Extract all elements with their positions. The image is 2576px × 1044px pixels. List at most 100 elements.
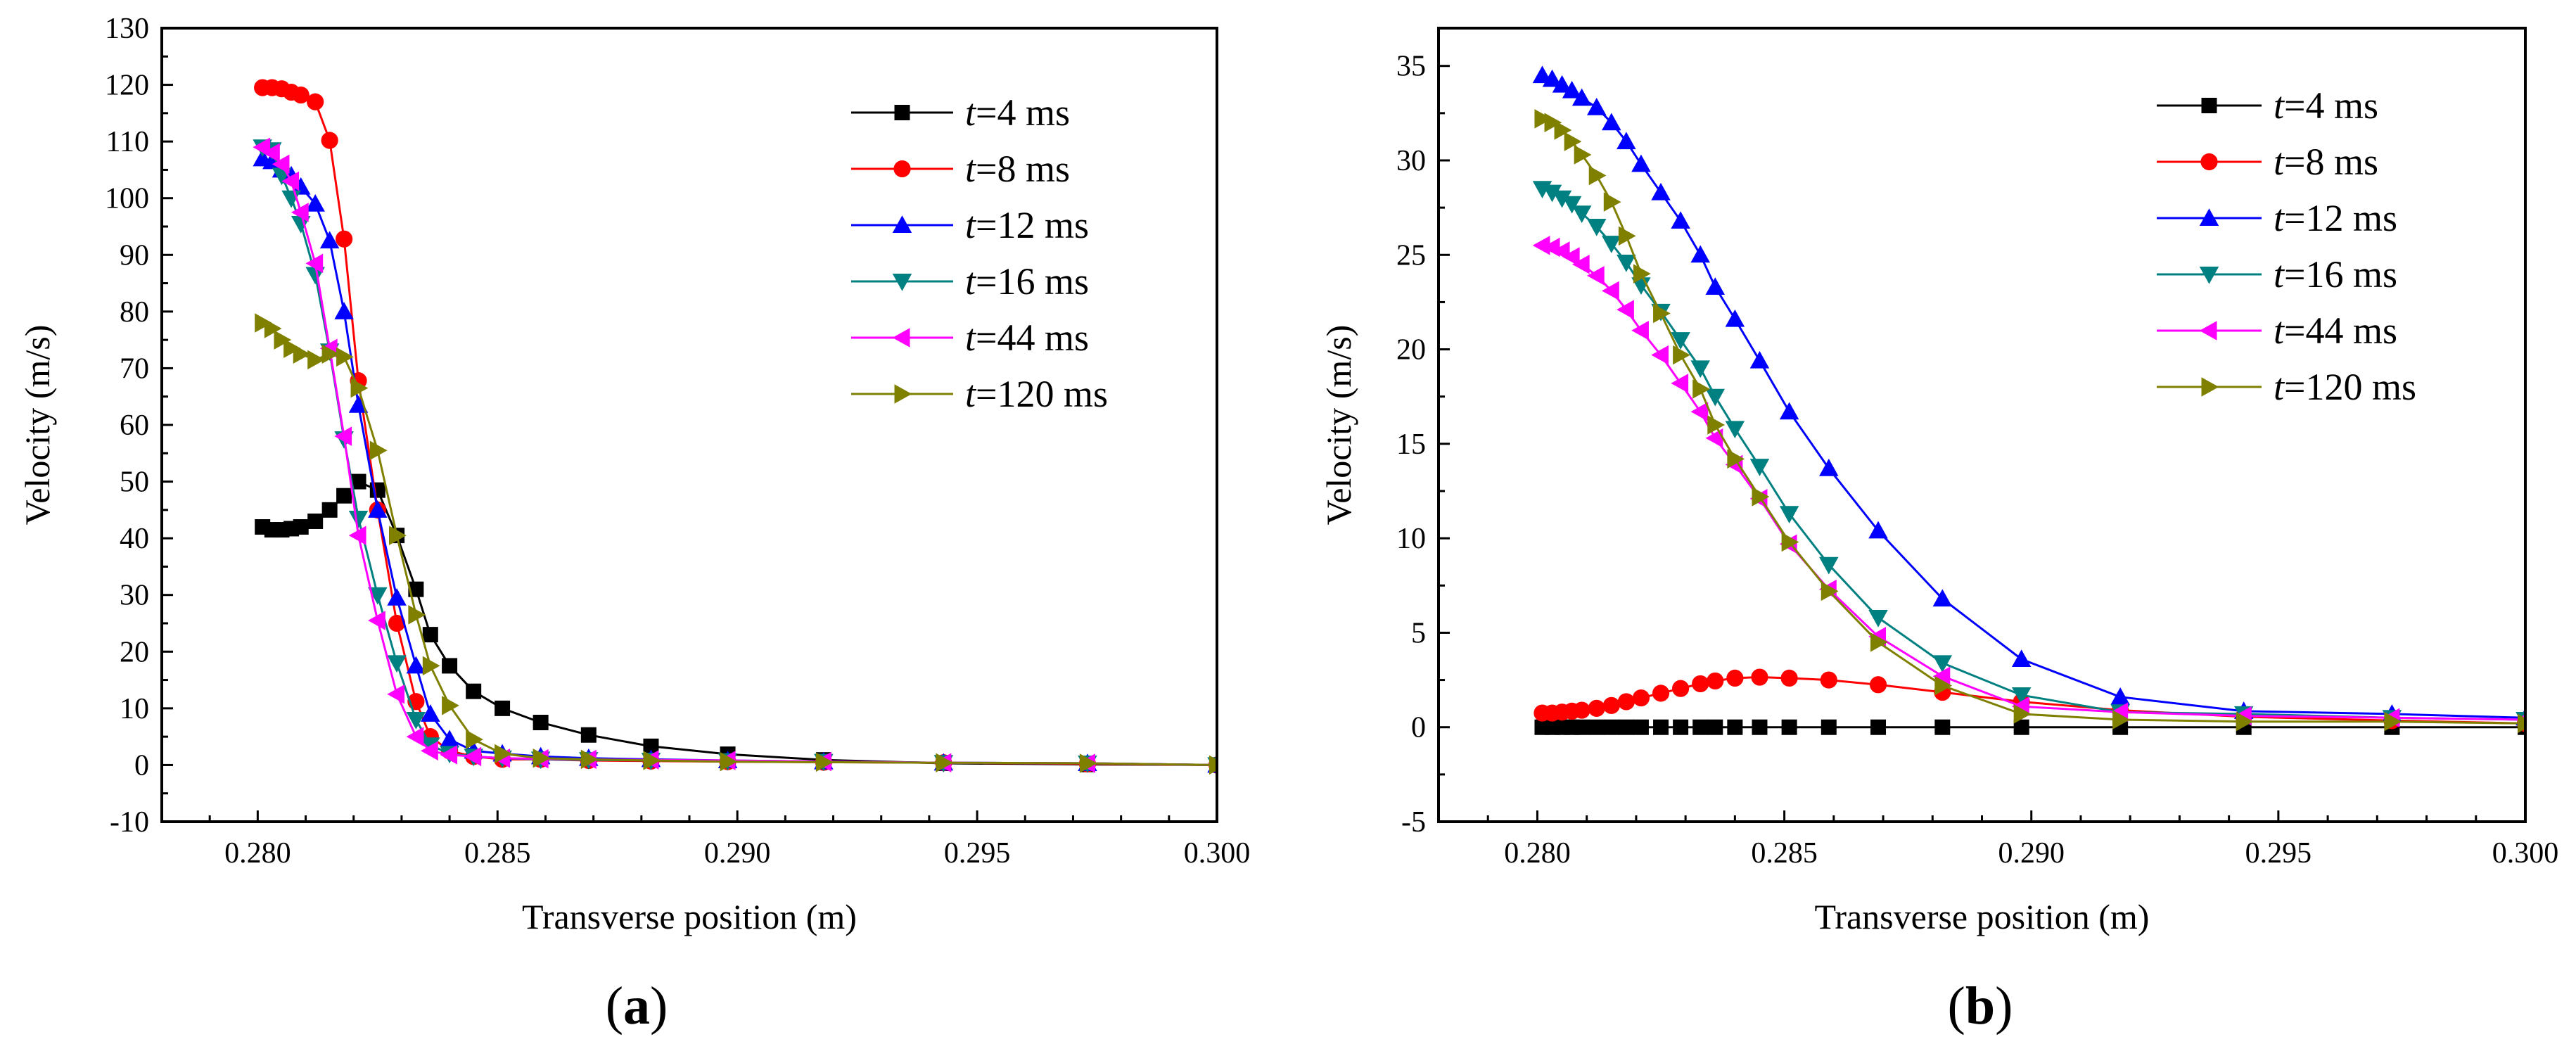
panel-b-series-t-44-ms-point — [1586, 266, 1605, 286]
panel-b-series-t-12-ms-point — [1932, 589, 1953, 607]
panel-a-series-t-120-ms-point — [307, 350, 325, 370]
panel-a-series-t-12-ms-point — [319, 231, 340, 249]
panel-b-series-t-4-ms-point — [2013, 719, 2029, 735]
panel-a-series-t-4-ms-point — [466, 683, 482, 699]
panel-a-series-t-12-ms-point — [291, 177, 311, 195]
panel-a-series-t-44-ms-point — [305, 253, 324, 274]
panel-b-series-t-44-ms-point — [1562, 247, 1580, 267]
panel-b-series-t-44-ms-point — [1617, 300, 1634, 319]
panel-b-series-t-4-ms-point — [1618, 719, 1634, 735]
panel-b-series-t-120-ms-point — [1707, 415, 1726, 435]
panel-a-x-tick-label: 0.300 — [1184, 837, 1251, 870]
panel-a-series-t-4-ms-point — [580, 727, 597, 743]
panel-a-series-t-120-ms-point — [369, 440, 388, 461]
panel-b-y-tick-label: 30 — [1396, 145, 1426, 177]
panel-a-series-t-44-ms-point — [440, 745, 458, 765]
panel-a-y-tick-label: 50 — [120, 466, 149, 499]
panel-a-series-t-16-ms-point — [368, 587, 388, 605]
panel-a-series-t-120-ms-point — [321, 344, 340, 364]
panel-b-y-tick-label: 0 — [1411, 712, 1426, 744]
panel-a-series-t-120-ms-point — [1079, 753, 1097, 773]
panel-b-series-t-16-ms-point — [1819, 556, 1839, 575]
panel-b-series-t-4-ms-point — [1633, 719, 1649, 735]
panel-a-y-tick-label: 90 — [120, 239, 149, 272]
panel-b-series-t-120-ms-point — [1618, 226, 1636, 246]
panel-a-y-tick-label: 70 — [120, 352, 149, 385]
panel-b-series-t-8-ms-point — [1692, 675, 1709, 693]
panel-b-series-t-4-ms-point — [1727, 719, 1743, 735]
panel-b-series-t-16-ms-point — [2011, 687, 2032, 705]
panel-a-plot-area — [253, 79, 1217, 775]
panel-a-y-tick-label: 60 — [120, 409, 149, 442]
panel-b-series-t-4-ms-point — [1781, 719, 1797, 735]
panel-b-series-t-12-ms-point — [1571, 88, 1592, 106]
panel-b-series-t-4-ms-point — [1707, 719, 1723, 735]
panel-b-y-tick-label: 20 — [1396, 334, 1426, 367]
panel-a-series-t-44-ms-point — [406, 727, 424, 746]
panel-b-legend-label: t=12 ms — [2274, 197, 2397, 239]
panel-a-legend-label: t=120 ms — [965, 373, 1108, 415]
panel-b-x-tick-label: 0.295 — [2245, 837, 2312, 870]
panel-b-series-t-8-ms-point — [1780, 669, 1798, 687]
panel-b-legend-label: t=16 ms — [2274, 253, 2397, 295]
panel-b-series-t-120-ms-point — [1821, 581, 1839, 601]
panel-a-series-t-120-ms-point — [350, 378, 369, 398]
panel-b-series-t-44-ms-point — [1690, 402, 1709, 421]
panel-a-y-tick-label: 120 — [105, 70, 149, 102]
panel-a-series-t-44-ms-point — [291, 203, 309, 222]
panel-a-series-t-12-ms-point — [334, 302, 354, 319]
panel-b-series-t-16-ms-point — [1690, 360, 1710, 378]
panel-a-series-t-120-ms-point — [580, 749, 599, 770]
panel-a-series-t-12-ms-point — [421, 704, 440, 722]
panel-a-y-axis-label: Velocity (m/s) — [18, 325, 57, 526]
panel-a-y-tick-label: 0 — [134, 749, 149, 782]
panel-a-legend: t=4 ms t=8 ms t=12 ms t=16 ms t=44 ms t=120 m… — [851, 91, 1108, 415]
panel-b-series-t-16-ms-point — [1617, 255, 1636, 272]
panel-a-series-t-12-ms-point — [406, 656, 426, 674]
panel-b-series-t-44-ms-point — [1651, 345, 1669, 365]
panel-b-x-axis-label: Transverse position (m) — [1815, 897, 2150, 936]
panel-b-series-t-4-ms-point — [1870, 719, 1887, 735]
panel-b-panel-label: (b) — [1948, 976, 2013, 1036]
panel-b-series-t-12-ms-point — [1631, 154, 1651, 172]
panel-a-series-t-12-ms-point — [348, 395, 369, 413]
panel-a-y-tick-label: -10 — [110, 806, 149, 839]
panel-b-series-t-4-ms-point — [1934, 719, 1951, 735]
panel-b-y-tick-label: -5 — [1401, 806, 1426, 839]
panel-a-legend-label: t=16 ms — [965, 260, 1089, 303]
panel-a-series-t-16-ms-point — [348, 510, 369, 528]
panel-a-series-t-44-ms-point — [262, 143, 280, 163]
panel-b-series-t-4-ms-point — [1821, 719, 1837, 735]
panel-b-legend-marker — [2201, 377, 2219, 397]
panel-b-series-t-12-ms-point — [1552, 75, 1572, 93]
panel-b-legend-marker — [2199, 321, 2217, 340]
panel-b-series-t-44-ms-point — [1602, 281, 1619, 301]
panel-a-legend-label: t=44 ms — [965, 317, 1089, 359]
panel-b-series-t-120-ms-point — [1588, 165, 1607, 186]
panel-a-y-tick-label: 20 — [120, 636, 149, 668]
panel-b-series-t-120-ms-point — [1653, 303, 1671, 324]
panel-b-legend-label: t=44 ms — [2274, 310, 2397, 352]
panel-a-series-t-120-ms-point — [422, 656, 440, 676]
panel-b-series-t-16-ms-point — [1932, 655, 1953, 673]
panel-b-series-t-120-ms-point — [1934, 675, 1953, 696]
panel-a-series-t-120-ms-point — [936, 753, 954, 772]
panel-b-series-t-8-ms-point — [1602, 696, 1620, 714]
panel-b-legend-marker — [2200, 153, 2218, 171]
panel-b-y-tick-label: 10 — [1396, 523, 1426, 555]
panel-a-series-t-44-ms-point — [464, 746, 482, 767]
panel-b-series-t-44-ms-point — [1532, 236, 1550, 255]
panel-b-series-t-4-ms-point — [1752, 719, 1768, 735]
panel-b-series-t-12-ms-point — [1868, 521, 1888, 539]
panel-b-series-t-120-ms-point — [2236, 711, 2254, 732]
panel-a-series-t-120-ms-point — [264, 319, 282, 338]
panel-b-y-axis-label: Velocity (m/s) — [1319, 325, 1358, 526]
panel-b-series-t-120-ms-point — [1692, 379, 1710, 399]
panel-a-y-tick-label: 110 — [106, 126, 149, 158]
panel-b-series-t-8-ms-point — [1751, 668, 1768, 686]
panel-a-legend-label: t=8 ms — [965, 148, 1070, 190]
panel-b-series-t-12-ms-point — [1671, 211, 1690, 229]
panel-a-series-t-12-ms-point — [305, 194, 325, 212]
panel-a-y-tick-label: 10 — [120, 693, 149, 725]
panel-a-series-t-16-ms-point — [406, 711, 426, 730]
